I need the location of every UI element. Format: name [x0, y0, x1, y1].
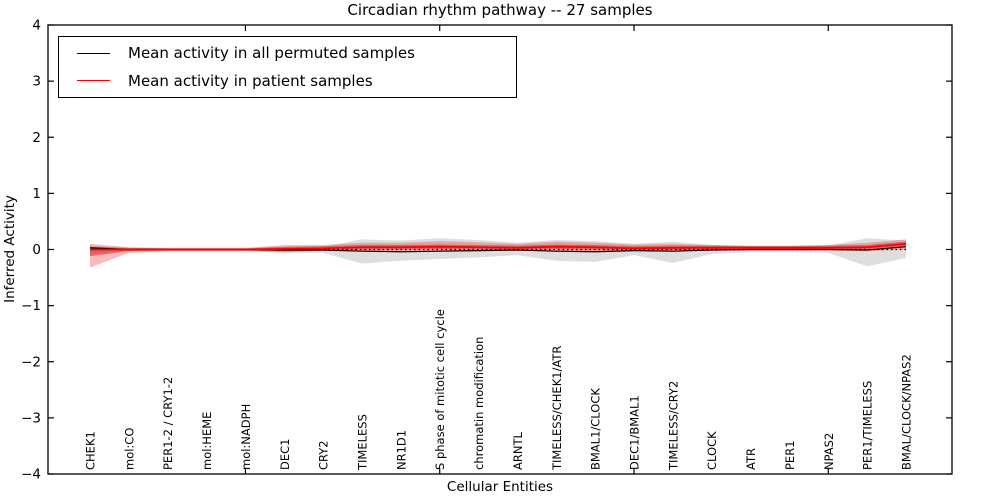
- x-category-label: mol:CO: [122, 428, 136, 470]
- x-category-label: PER1-2 / CRY1-2: [161, 377, 175, 470]
- chart-title: Circadian rhythm pathway -- 27 samples: [347, 1, 653, 19]
- x-category-label: ARNTL: [511, 432, 525, 470]
- y-tick-label: 0: [32, 242, 41, 258]
- legend-label-patient: Mean activity in patient samples: [128, 71, 373, 90]
- y-tick-label: 2: [32, 130, 41, 146]
- permuted-samples-spread-band: [90, 238, 906, 267]
- x-category-label: TIMELESS/CRY2: [666, 381, 680, 471]
- x-category-label: mol:NADPH: [239, 404, 253, 470]
- patient-line-swatch: [77, 80, 110, 82]
- y-tick-label: 1: [32, 186, 41, 202]
- legend-item-permuted: Mean activity in all permuted samples: [67, 40, 508, 66]
- x-axis-label: Cellular Entities: [446, 479, 554, 495]
- patient-samples-inner-spread-band: [90, 241, 906, 257]
- x-category-label: CRY2: [317, 440, 331, 470]
- x-category-label: NR1D1: [394, 430, 408, 470]
- x-category-label: PER1: [783, 440, 797, 470]
- x-category-label: CHEK1: [84, 431, 98, 470]
- y-tick-label: −2: [21, 354, 41, 370]
- x-category-label: S phase of mitotic cell cycle: [433, 309, 447, 470]
- y-tick-label: −3: [21, 410, 41, 426]
- x-category-label: TIMELESS: [356, 414, 370, 471]
- x-category-label: mol:HEME: [200, 412, 214, 470]
- patient-samples-spread-band: [90, 239, 906, 268]
- x-category-label: TIMELESS/CHEK1/ATR: [550, 346, 564, 471]
- x-category-label: ATR: [744, 448, 758, 470]
- permuted-line-swatch: [77, 52, 110, 54]
- y-tick-label: −4: [21, 467, 41, 483]
- x-category-label: DEC1/BMAL1: [628, 395, 642, 470]
- legend-label-permuted: Mean activity in all permuted samples: [128, 44, 415, 63]
- legend: Mean activity in all permuted samples Me…: [58, 36, 517, 98]
- y-axis-label: Inferred Activity: [2, 195, 18, 303]
- x-category-label: BMAL/CLOCK/NPAS2: [900, 354, 914, 470]
- y-tick-label: 4: [32, 18, 41, 34]
- legend-item-patient: Mean activity in patient samples: [67, 68, 508, 94]
- y-tick-label: 3: [32, 74, 41, 90]
- y-tick-label: −1: [21, 298, 41, 314]
- x-category-label: PER1/TIMELESS: [861, 381, 875, 470]
- x-category-label: CLOCK: [705, 431, 719, 470]
- x-category-label: chromatin modification: [472, 337, 486, 470]
- x-category-label: BMAL1/CLOCK: [589, 388, 603, 470]
- x-category-label: NPAS2: [822, 433, 836, 470]
- x-category-label: DEC1: [278, 439, 292, 470]
- patient-mean-line: [90, 242, 907, 251]
